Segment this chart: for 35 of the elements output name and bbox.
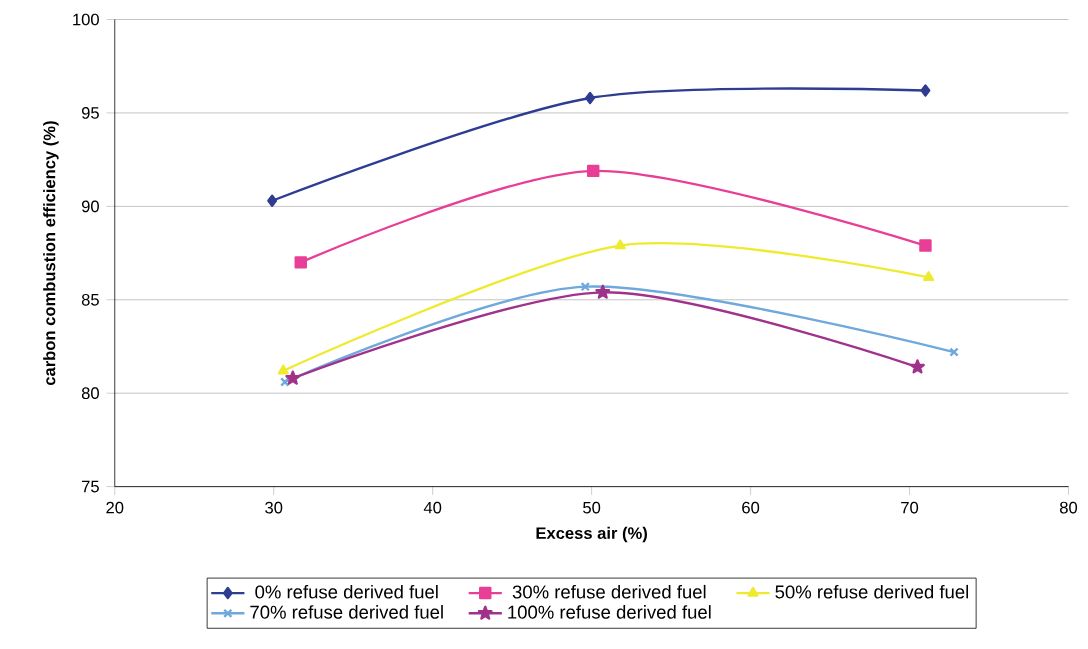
point	[910, 359, 925, 374]
y-tick-label: 75	[82, 480, 99, 493]
point	[280, 377, 290, 387]
point	[267, 194, 278, 207]
point	[949, 347, 959, 357]
legend-label: 100% refuse derived fuel	[508, 604, 711, 619]
x-tick-label: 30	[265, 501, 283, 514]
point	[587, 164, 600, 177]
y-axis-title: carbon combustion efficiency (%)	[43, 121, 59, 385]
legend-label: 30% refuse derived fuel	[512, 584, 706, 599]
point	[923, 270, 935, 281]
legend-label: 70% refuse derived fuel	[250, 604, 443, 619]
x-tick-label: 20	[106, 501, 124, 514]
legend-label: 50% refuse derived fuel	[775, 584, 969, 599]
point	[580, 281, 591, 292]
x-axis-title: Excess air (%)	[536, 526, 647, 543]
point	[919, 239, 932, 252]
x-tick-label: 60	[742, 501, 760, 514]
legend-label: 0% refuse derived fuel	[255, 584, 438, 599]
y-tick-label: 100	[73, 13, 99, 26]
x-tick-label: 70	[901, 501, 919, 514]
y-tick-label: 90	[81, 200, 99, 212]
point	[294, 255, 307, 269]
point	[277, 364, 289, 375]
y-tick-label: 95	[81, 106, 99, 119]
point	[585, 91, 595, 104]
y-tick-label: 80	[81, 387, 99, 399]
point	[595, 284, 611, 299]
point	[285, 370, 301, 385]
x-tick-label: 50	[583, 501, 601, 514]
x-tick-label: 80	[1060, 501, 1078, 514]
point	[920, 84, 931, 97]
y-tick-label: 85	[81, 293, 99, 306]
point	[614, 239, 626, 250]
x-tick-label: 40	[423, 501, 442, 514]
